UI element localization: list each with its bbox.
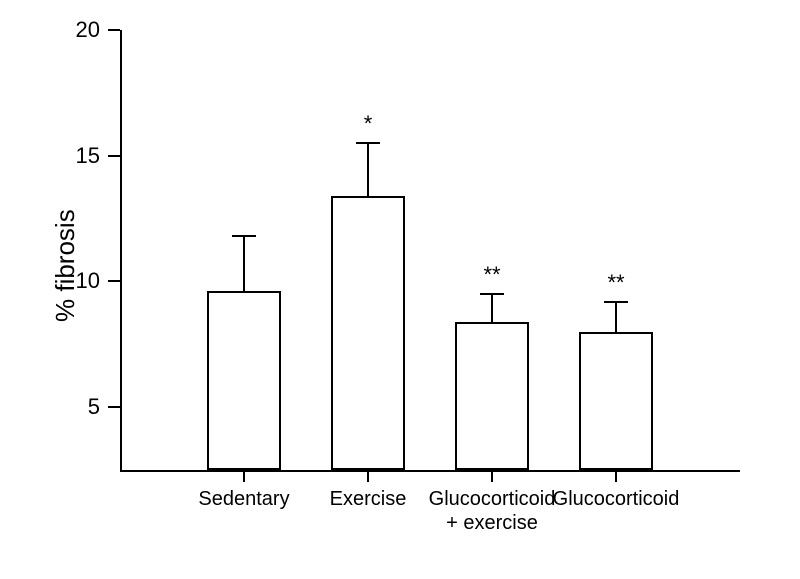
error-bar-cap <box>480 293 504 295</box>
y-tick-label: 15 <box>0 143 100 169</box>
x-tick <box>491 470 493 482</box>
y-tick <box>108 280 120 282</box>
y-axis-line <box>120 30 122 470</box>
x-tick <box>243 470 245 482</box>
x-tick <box>367 470 369 482</box>
error-bar-line <box>367 143 369 196</box>
category-label: Glucocorticoid <box>526 488 706 511</box>
y-axis-label: % fibrosis <box>50 209 81 322</box>
fibrosis-bar-chart: 5101520% fibrosisSedentaryExerciseGlucoc… <box>0 0 800 579</box>
error-bar-line <box>491 294 493 322</box>
significance-marker: * <box>338 111 398 137</box>
y-tick <box>108 406 120 408</box>
error-bar-cap <box>356 142 380 144</box>
error-bar-cap <box>232 235 256 237</box>
y-tick-label: 20 <box>0 17 100 43</box>
y-tick <box>108 155 120 157</box>
bar <box>455 322 529 470</box>
bar <box>579 332 653 470</box>
error-bar-line <box>243 236 245 291</box>
y-tick <box>108 29 120 31</box>
significance-marker: ** <box>462 262 522 288</box>
error-bar-line <box>615 302 617 332</box>
y-tick-label: 5 <box>0 394 100 420</box>
bar <box>207 291 281 470</box>
significance-marker: ** <box>586 270 646 296</box>
x-tick <box>615 470 617 482</box>
category-label: + exercise <box>402 512 582 535</box>
bar <box>331 196 405 470</box>
x-axis-line <box>120 470 740 472</box>
error-bar-cap <box>604 301 628 303</box>
